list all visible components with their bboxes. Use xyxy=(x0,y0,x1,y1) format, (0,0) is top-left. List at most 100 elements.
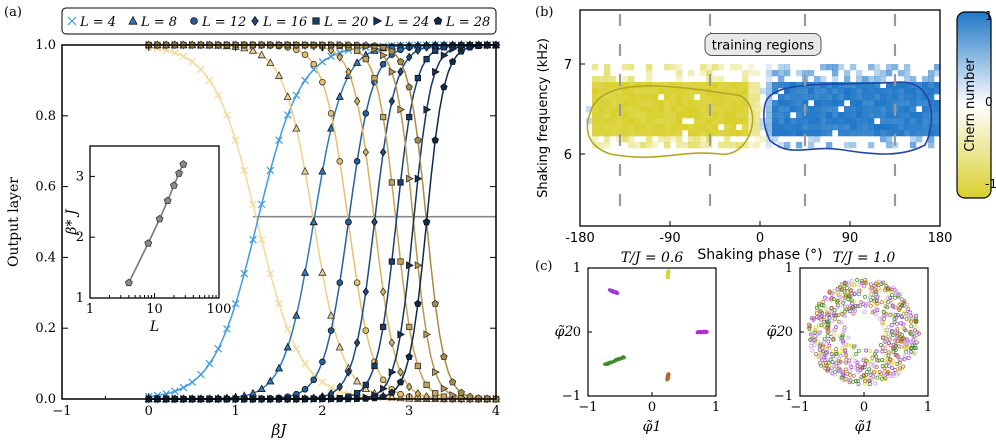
heatmap-cell xyxy=(724,94,731,101)
cloud-point xyxy=(909,324,914,329)
cloud-point xyxy=(852,282,857,287)
heatmap-cell xyxy=(730,88,737,95)
marker-rising xyxy=(397,67,404,77)
marker-rising xyxy=(257,200,266,209)
cloud-point xyxy=(907,351,912,356)
heatmap-cell xyxy=(700,88,707,95)
heatmap-cell xyxy=(910,124,917,131)
heatmap-cell xyxy=(826,112,833,119)
cloud-point xyxy=(830,291,835,296)
heatmap-cell xyxy=(784,124,791,131)
cloud-point xyxy=(870,376,875,381)
heatmap-cell xyxy=(778,118,785,125)
heatmap-cell xyxy=(808,136,815,143)
heatmap-cell xyxy=(922,100,929,107)
cloud-point xyxy=(826,334,831,339)
heatmap-cell xyxy=(610,124,617,131)
cloud-point xyxy=(879,281,884,286)
cloud-point xyxy=(888,373,893,378)
heatmap-cell xyxy=(694,130,701,137)
panel-a: (a) −1 0 1 2 3 4 0.0 0.2 0.4 0.6 0.8 1.0 βJ Output la… xyxy=(4,5,501,439)
cloud-point xyxy=(835,358,840,363)
marker-falling xyxy=(266,269,275,278)
cloud-point xyxy=(848,377,853,382)
cloud-point xyxy=(875,294,880,298)
marker-rising xyxy=(448,57,457,65)
cloud-point xyxy=(823,366,828,371)
marker-rising xyxy=(362,110,370,117)
heatmap-cell xyxy=(754,112,761,119)
marker-rising xyxy=(440,51,449,60)
marker-falling xyxy=(179,52,188,61)
heatmap-cell xyxy=(634,130,641,137)
cloud-point xyxy=(841,340,846,345)
heatmap-cell xyxy=(628,106,635,113)
marker-rising xyxy=(240,269,249,278)
y-tick-label: −1 xyxy=(774,389,793,404)
heatmap-cell xyxy=(670,82,677,89)
cloud-point xyxy=(847,309,852,314)
legend-label: L = 8 xyxy=(140,15,177,30)
marker-rising xyxy=(406,261,414,270)
cluster-point xyxy=(609,360,613,364)
inset-x-tick-label: 10 xyxy=(146,302,163,317)
y-tick-label: 0.0 xyxy=(35,392,56,407)
cloud-point xyxy=(855,379,860,384)
heatmap-cell xyxy=(808,106,815,113)
heatmap-cell xyxy=(694,136,701,143)
heatmap-cell xyxy=(622,136,629,143)
cloud-point xyxy=(855,367,860,372)
marker-falling xyxy=(318,268,327,276)
cloud-point xyxy=(909,346,914,351)
cloud-point xyxy=(892,346,896,351)
cloud-point xyxy=(881,371,886,375)
heatmap-cell xyxy=(754,82,761,89)
heatmap-cell xyxy=(688,106,695,113)
heatmap-cell xyxy=(922,124,929,131)
heatmap-cell xyxy=(658,106,665,113)
cloud-point xyxy=(849,298,854,303)
marker-rising xyxy=(327,123,336,132)
heatmap-cell xyxy=(856,100,863,107)
heatmap-cell xyxy=(718,130,725,137)
marker-falling xyxy=(457,388,465,396)
cloud-point xyxy=(886,353,891,358)
heatmap-cell xyxy=(928,142,935,149)
heatmap-cell xyxy=(772,118,779,125)
cloud-point xyxy=(879,320,884,325)
cloud-point xyxy=(842,304,847,309)
cloud-point xyxy=(863,277,868,282)
heatmap-cell xyxy=(730,118,737,125)
heatmap-cell xyxy=(670,136,677,143)
heatmap-cell xyxy=(676,100,683,107)
heatmap-cell xyxy=(604,64,611,71)
heatmap-cell xyxy=(832,94,839,101)
heatmap-cell xyxy=(766,106,773,113)
cloud-point xyxy=(882,338,887,343)
heatmap-cell xyxy=(754,142,761,149)
marker-falling xyxy=(274,71,284,79)
heatmap-cell xyxy=(844,112,851,119)
heatmap-cell xyxy=(634,142,641,149)
x-tick-label: 0 xyxy=(756,231,764,246)
heatmap-cell xyxy=(700,94,707,101)
heatmap-cell xyxy=(922,82,929,89)
cloud-point xyxy=(830,352,835,357)
heatmap-cell xyxy=(658,112,665,119)
heatmap-cell xyxy=(790,106,797,113)
heatmap-cell xyxy=(856,88,863,95)
heatmap-cell xyxy=(736,82,743,89)
heatmap-cell xyxy=(712,106,719,113)
cloud-point xyxy=(906,355,911,360)
heatmap-cell xyxy=(664,112,671,119)
heatmap-cell xyxy=(700,136,707,143)
heatmap-cell xyxy=(874,94,881,101)
cloud-point xyxy=(876,358,881,363)
heatmap-cell xyxy=(778,112,785,119)
cloud-point xyxy=(880,358,885,362)
cloud-point xyxy=(883,346,888,351)
heatmap-cell xyxy=(604,94,611,101)
cloud-point xyxy=(868,282,873,287)
cloud-point xyxy=(870,355,875,360)
